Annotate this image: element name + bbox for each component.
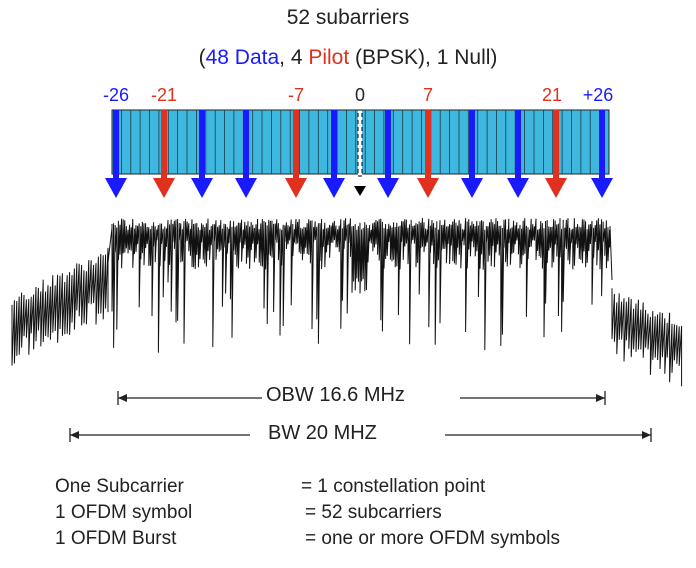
bw-dimension-line	[69, 428, 652, 442]
data-subcarrier-arrow	[507, 110, 529, 198]
subtitle-data-count: 48	[205, 46, 229, 69]
subtitle-sep: , 4	[279, 46, 309, 69]
data-subcarrier-arrow	[235, 110, 257, 198]
data-subcarrier-arrow	[461, 110, 483, 198]
spectrum-left-shoulder	[11, 247, 109, 366]
obw-label: OBW 16.6 MHz	[262, 384, 409, 407]
spectrum-in-band	[107, 217, 613, 353]
carrier-label-minus-7: -7	[287, 85, 305, 105]
data-subcarrier-arrow	[191, 110, 213, 198]
subtitle-pilot-word: Pilot	[308, 46, 350, 69]
bw-label: BW 20 MHZ	[264, 422, 381, 445]
carrier-label-0: 0	[354, 85, 366, 105]
legend-value-burst: = one or more OFDM symbols	[305, 528, 560, 549]
data-subcarrier-arrow	[323, 110, 345, 198]
legend-term-symbol: 1 OFDM symbol	[55, 502, 193, 523]
legend-value-subcarrier: = 1 constellation point	[301, 476, 486, 497]
legend-row-subcarrier: One Subcarrier = 1 constellation point	[55, 476, 485, 498]
subcarrier-cell-dividers	[121, 110, 600, 174]
legend-value-symbol: = 52 subcarriers	[305, 502, 442, 523]
carrier-label-plus-26: +26	[582, 85, 614, 105]
pilot-subcarrier-arrow	[545, 110, 567, 198]
diagram-subtitle: (48 Data, 4 Pilot (BPSK), 1 Null)	[0, 46, 696, 70]
diagram-title: 52 subarriers	[286, 6, 410, 29]
carrier-label-minus-26: -26	[102, 85, 130, 105]
data-subcarrier-arrow	[377, 110, 399, 198]
data-subcarrier-arrow	[105, 110, 127, 198]
carrier-label-minus-21: -21	[150, 85, 178, 105]
subtitle-open: (	[198, 46, 206, 69]
legend-term-burst: 1 OFDM Burst	[55, 528, 177, 549]
obw-dimension-line	[117, 391, 606, 405]
carrier-label-7: 7	[422, 85, 434, 105]
pilot-subcarrier-arrow	[153, 110, 175, 198]
legend-term-subcarrier: One Subcarrier	[55, 476, 184, 497]
data-subcarrier-arrow	[591, 110, 613, 198]
null-subcarrier-arrow	[354, 109, 366, 196]
subtitle-data-word: Data	[234, 46, 280, 69]
subcarrier-arrows	[105, 109, 613, 198]
legend-row-burst: 1 OFDM Burst = one or more OFDM symbols	[55, 528, 560, 550]
spectrum-right-shoulder	[611, 288, 683, 387]
pilot-subcarrier-arrow	[417, 110, 439, 198]
pilot-subcarrier-arrow	[285, 110, 307, 198]
carrier-label-21: 21	[541, 85, 563, 105]
legend-row-symbol: 1 OFDM symbol = 52 subcarriers	[55, 502, 442, 524]
subtitle-rest: (BPSK), 1 Null)	[349, 46, 498, 69]
